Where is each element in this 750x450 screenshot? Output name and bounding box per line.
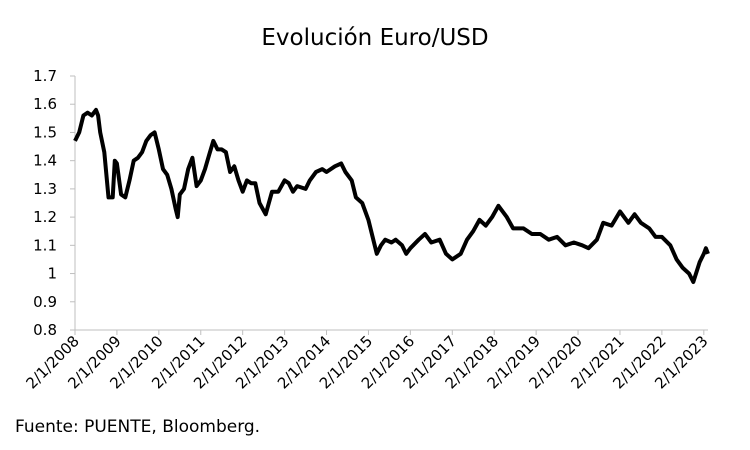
y-tick-label: 0.9: [33, 293, 57, 311]
chart-title: Evolución Euro/USD: [261, 25, 488, 51]
y-tick-label: 0.8: [33, 321, 57, 339]
y-tick-label: 1.4: [33, 152, 57, 170]
y-tick-label: 1.1: [33, 236, 57, 254]
y-tick-label: 1.2: [33, 208, 57, 226]
y-tick-label: 1.5: [33, 123, 57, 141]
y-tick-label: 1.7: [33, 67, 57, 85]
y-tick-label: 1: [47, 265, 57, 283]
series-line: [73, 107, 710, 284]
source-note: Fuente: PUENTE, Bloomberg.: [15, 417, 260, 437]
y-tick-label: 1.3: [33, 180, 57, 198]
y-tick-label: 1.6: [33, 95, 57, 113]
